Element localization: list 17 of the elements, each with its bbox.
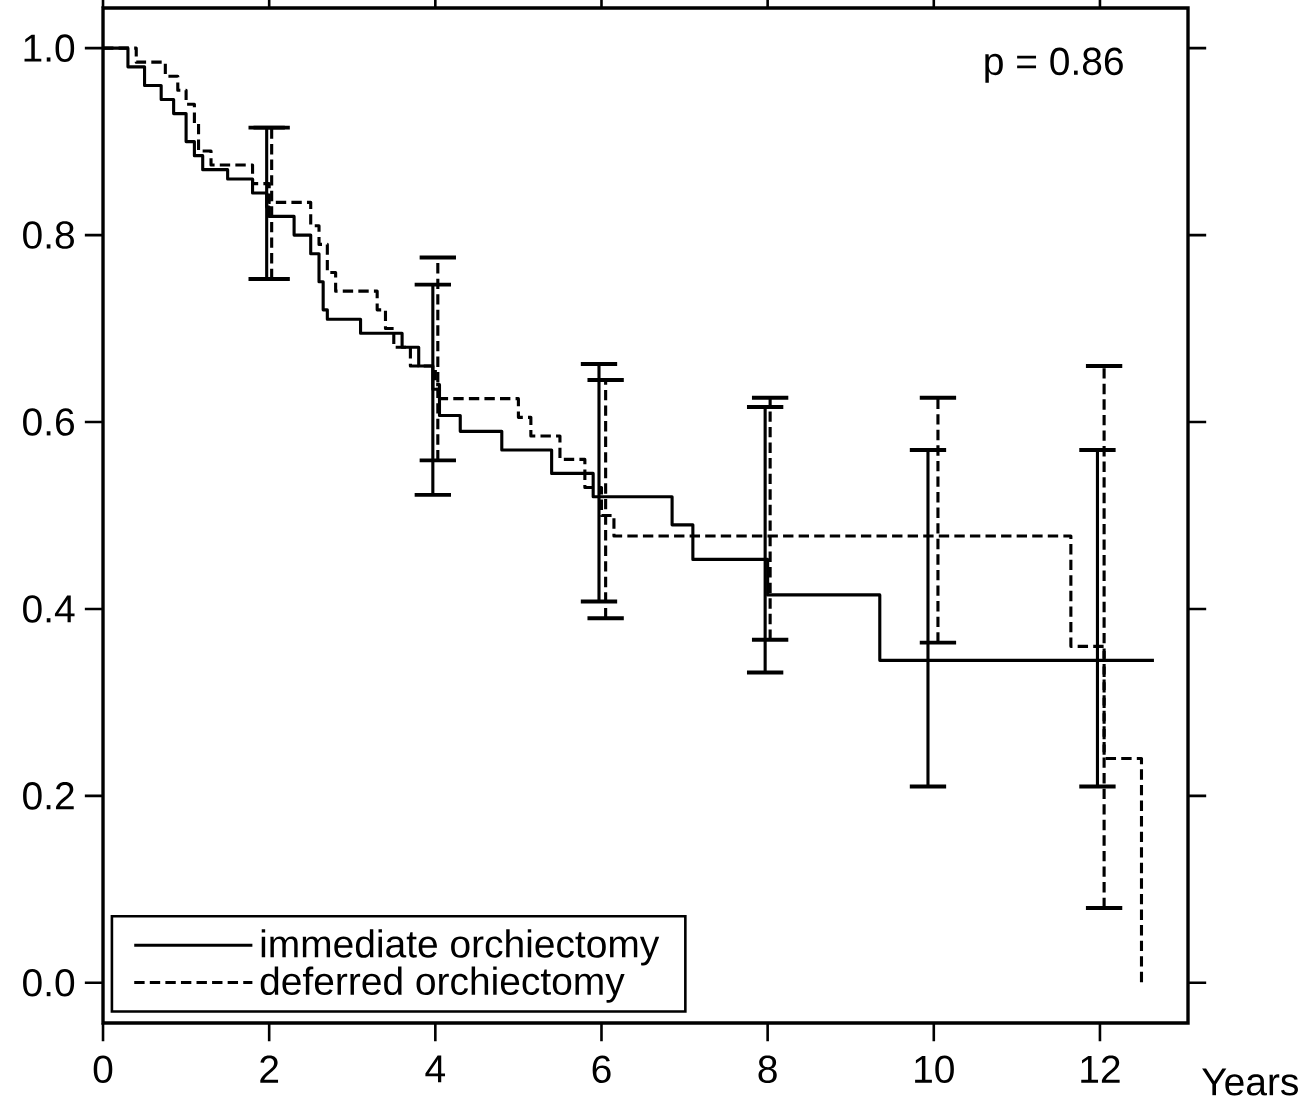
x-tick-label: 8 <box>758 1055 777 1084</box>
annotation: p = 0.86 <box>985 47 1123 83</box>
x-tick-label: 10 <box>915 1055 954 1084</box>
y-tick-label: 0.4 <box>23 595 75 623</box>
y-tick-label: 0.8 <box>23 221 74 249</box>
x-tick-label: 6 <box>592 1055 611 1084</box>
y-tick-label: 0.6 <box>23 408 74 436</box>
y-tick-label: 0.0 <box>23 969 75 997</box>
x-tick-label: 2 <box>260 1055 279 1083</box>
x-tick-label: 0 <box>93 1055 113 1084</box>
y-tick-label: 1.0 <box>24 34 75 63</box>
legend-label: immediate orchiectomy <box>261 929 660 966</box>
x-tick-label: 12 <box>1081 1055 1120 1083</box>
x-tick-label: 4 <box>425 1055 446 1083</box>
y-tick-label: 0.2 <box>23 782 74 810</box>
legend-label: deferred orchiectomy <box>260 966 625 1003</box>
x-axis-title: Years <box>1202 1068 1298 1096</box>
